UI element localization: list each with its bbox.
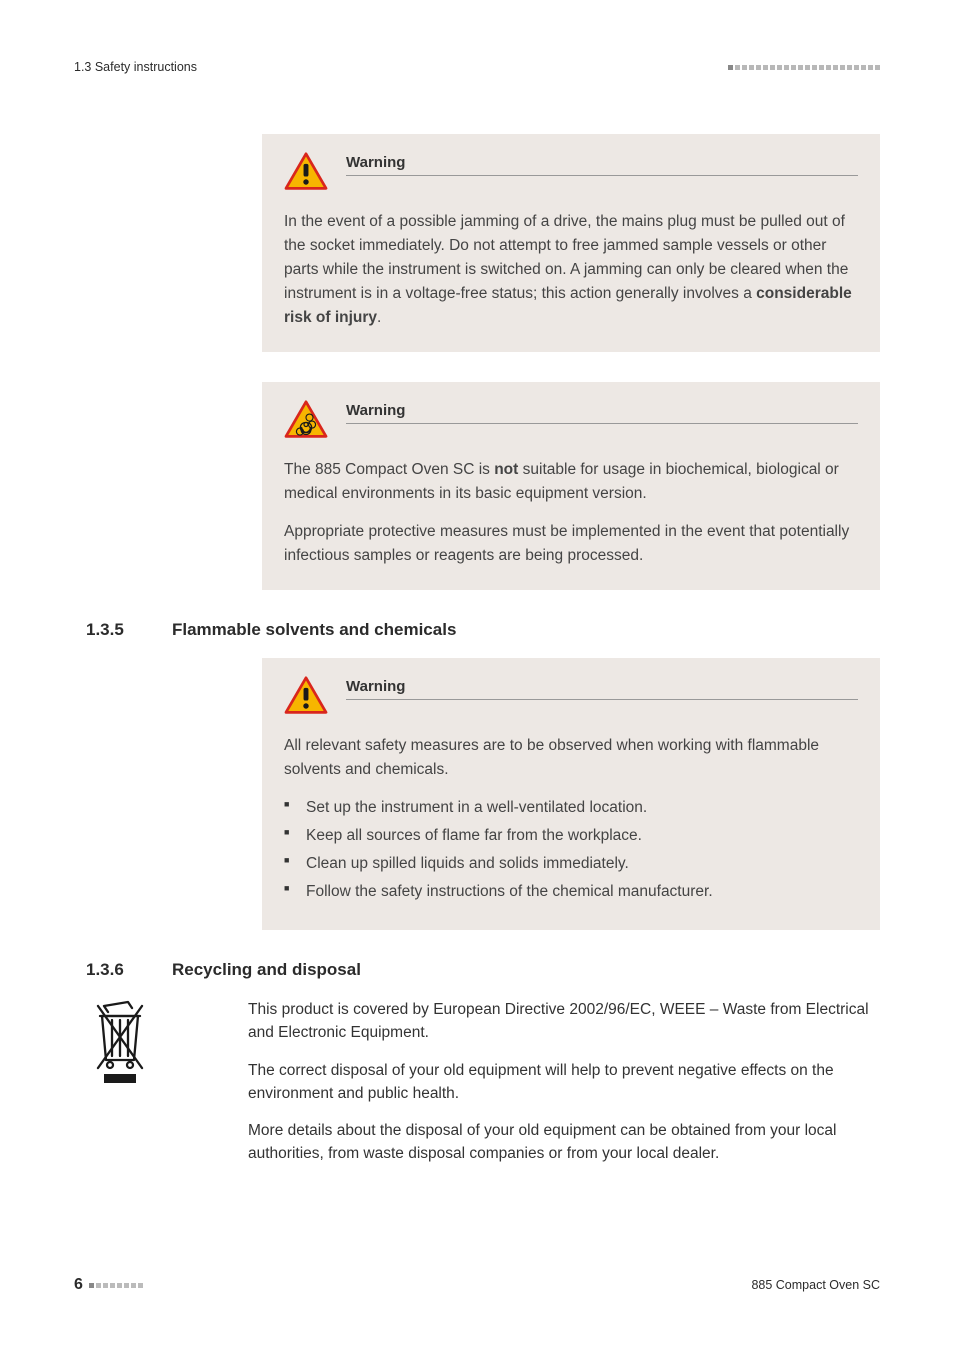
page-number: 6: [74, 1276, 83, 1294]
callout-paragraph: The 885 Compact Oven SC is not suitable …: [284, 458, 858, 506]
footer-product-name: 885 Compact Oven SC: [751, 1278, 880, 1292]
callout-title: Warning: [346, 154, 858, 176]
section-heading-flammable: 1.3.5 Flammable solvents and chemicals: [74, 620, 880, 640]
callout-body: All relevant safety measures are to be o…: [284, 734, 858, 904]
disposal-text: This product is covered by European Dire…: [248, 998, 880, 1180]
list-item: Follow the safety instructions of the ch…: [306, 880, 858, 904]
warning-exclamation-icon: [284, 152, 328, 192]
page-header: 1.3 Safety instructions: [74, 60, 880, 74]
warning-biohazard-icon: [284, 400, 328, 440]
callout-body: In the event of a possible jamming of a …: [284, 210, 858, 330]
section-number: 1.3.6: [86, 960, 146, 980]
footer-ornament-squares: [89, 1283, 143, 1288]
callout-paragraph: In the event of a possible jamming of a …: [284, 210, 858, 330]
paragraph: More details about the disposal of your …: [248, 1119, 880, 1166]
warning-exclamation-icon: [284, 676, 328, 716]
header-section-ref: 1.3 Safety instructions: [74, 60, 197, 74]
callout-bullet-list: Set up the instrument in a well-ventilat…: [284, 796, 858, 904]
page-footer: 6 885 Compact Oven SC: [74, 1276, 880, 1294]
section-title: Recycling and disposal: [172, 960, 361, 980]
callout-body: The 885 Compact Oven SC is not suitable …: [284, 458, 858, 568]
warning-callout-flammable: Warning All relevant safety measures are…: [262, 658, 880, 930]
callout-title: Warning: [346, 678, 858, 700]
callout-paragraph: Appropriate protective measures must be …: [284, 520, 858, 568]
paragraph: This product is covered by European Dire…: [248, 998, 880, 1045]
callout-paragraph: All relevant safety measures are to be o…: [284, 734, 858, 782]
list-item: Set up the instrument in a well-ventilat…: [306, 796, 858, 820]
header-ornament-squares: [728, 65, 880, 70]
list-item: Clean up spilled liquids and solids imme…: [306, 852, 858, 876]
callout-title: Warning: [346, 402, 858, 424]
warning-callout-jamming: Warning In the event of a possible jammi…: [262, 134, 880, 352]
list-item: Keep all sources of flame far from the w…: [306, 824, 858, 848]
section-number: 1.3.5: [86, 620, 146, 640]
section-heading-disposal: 1.3.6 Recycling and disposal: [74, 960, 880, 980]
weee-bin-icon: [90, 998, 150, 1180]
paragraph: The correct disposal of your old equipme…: [248, 1059, 880, 1106]
warning-callout-biohazard: Warning The 885 Compact Oven SC is not s…: [262, 382, 880, 590]
section-title: Flammable solvents and chemicals: [172, 620, 456, 640]
